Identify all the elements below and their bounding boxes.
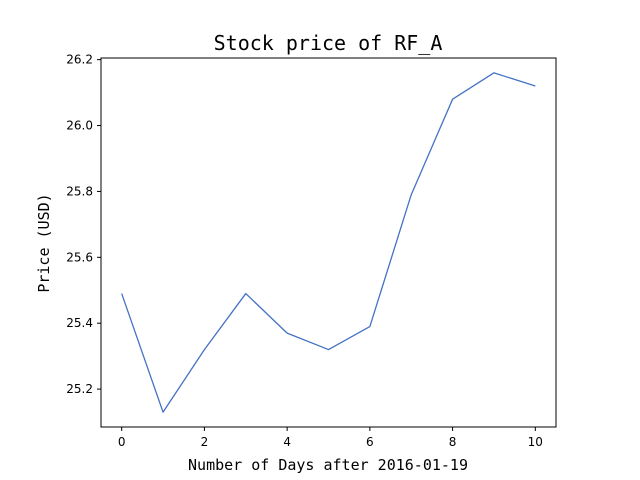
- chart-title: Stock price of RF_A: [214, 31, 443, 55]
- x-tick-label: 0: [118, 435, 126, 449]
- x-tick-label: 8: [449, 435, 457, 449]
- y-axis-label: Price (USD): [35, 193, 53, 292]
- y-tick-label: 25.8: [66, 184, 93, 198]
- x-tick-label: 6: [366, 435, 374, 449]
- x-axis-label: Number of Days after 2016-01-19: [188, 456, 468, 474]
- y-tick-label: 26.2: [66, 53, 93, 67]
- plot-frame: [100, 57, 557, 428]
- y-tick-label: 25.4: [66, 316, 93, 330]
- x-tick-label: 2: [201, 435, 209, 449]
- y-tick-label: 25.6: [66, 250, 93, 264]
- y-tick-label: 25.2: [66, 382, 93, 396]
- x-tick-label: 10: [528, 435, 543, 449]
- plot-area: 0 2 4 6 8 10 25.2 25.4 25.6 25.8 26.0 26.2: [66, 53, 557, 449]
- series-line-0: [121, 72, 536, 413]
- x-tick-label: 4: [283, 435, 291, 449]
- y-tick-label: 26.0: [66, 119, 93, 133]
